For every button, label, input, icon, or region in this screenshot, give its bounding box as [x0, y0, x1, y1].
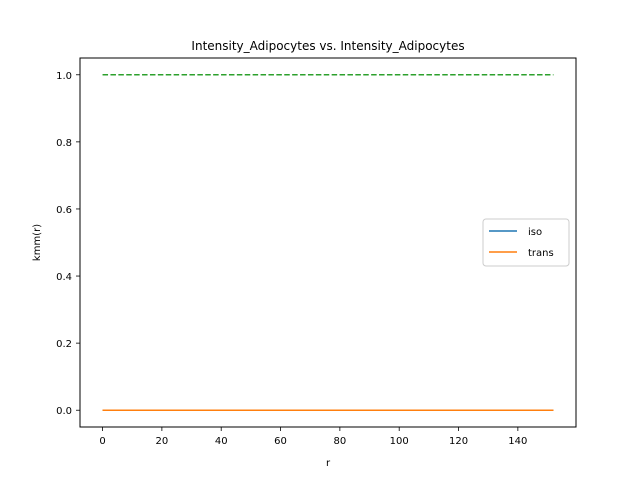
x-tick-label: 120 [449, 436, 468, 447]
y-axis-label: kmm(r) [32, 224, 43, 261]
axes-frame [79, 57, 577, 428]
y-tick-label: 0.4 [56, 272, 72, 283]
x-axis-label: r [326, 458, 331, 469]
x-tick-label: 100 [390, 436, 409, 447]
x-tick-label: 40 [215, 436, 228, 447]
plot-area: 0 20 40 60 80 100 120 140 0.0 0.2 0.4 0.6 0.8 1.0 [56, 71, 554, 447]
legend-label-iso: iso [528, 227, 542, 238]
y-tick-label: 0.8 [56, 138, 72, 149]
x-tick-label: 140 [508, 436, 527, 447]
legend-label-trans: trans [528, 248, 554, 259]
x-tick-label: 0 [99, 436, 105, 447]
chart-title: Intensity_Adipocytes vs. Intensity_Adipo… [191, 39, 464, 53]
x-tick-label: 60 [274, 436, 287, 447]
y-tick-label: 0.0 [56, 406, 72, 417]
y-tick-label: 0.2 [56, 339, 72, 350]
y-tick-label: 0.6 [56, 205, 72, 216]
legend-box [482, 218, 570, 267]
x-tick-label: 80 [333, 436, 346, 447]
x-tick-label: 20 [156, 436, 169, 447]
legend: iso trans [482, 218, 570, 267]
y-tick-label: 1.0 [56, 71, 72, 82]
